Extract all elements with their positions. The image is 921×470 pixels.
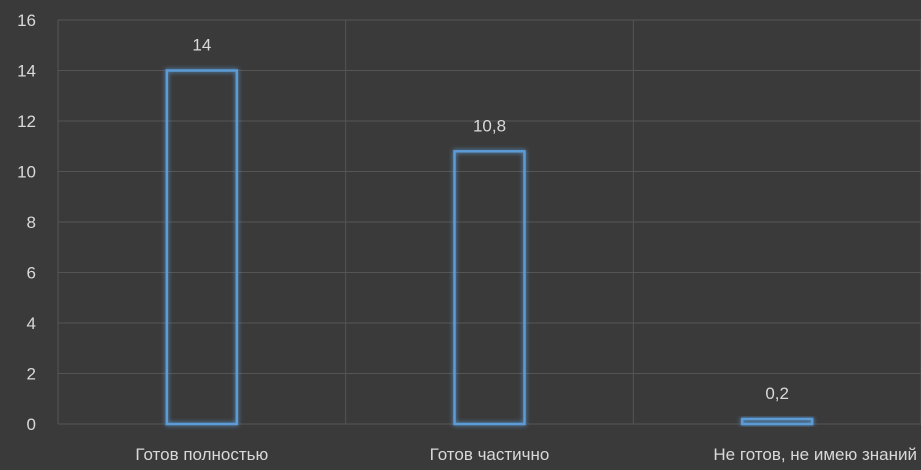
bar — [740, 417, 814, 426]
y-tick-label: 12 — [17, 112, 36, 131]
x-axis-category-labels: Готов полностью Готов частично Не готов, н… — [135, 445, 917, 464]
grid-lines — [57, 19, 921, 425]
bar — [165, 69, 239, 426]
bar-value-label: 10,8 — [473, 116, 506, 135]
x-category-label: Готов полностью — [135, 445, 268, 464]
data-labels: 14 10,8 0,2 — [192, 36, 789, 403]
y-tick-label: 2 — [27, 365, 36, 384]
bars — [165, 69, 814, 426]
y-tick-label: 10 — [17, 163, 36, 182]
y-axis-tick-labels: 0 2 4 6 8 10 12 14 16 — [17, 11, 36, 434]
y-tick-label: 8 — [27, 213, 36, 232]
y-tick-label: 6 — [27, 264, 36, 283]
x-category-label: Готов частично — [430, 445, 550, 464]
bar-value-label: 14 — [192, 36, 211, 55]
bar-value-label: 0,2 — [765, 384, 789, 403]
x-category-label: Не готов, не имею знаний — [713, 445, 917, 464]
y-tick-label: 0 — [27, 415, 36, 434]
y-tick-label: 16 — [17, 11, 36, 30]
bar — [453, 150, 526, 426]
y-tick-label: 14 — [17, 62, 36, 81]
y-tick-label: 4 — [27, 314, 36, 333]
